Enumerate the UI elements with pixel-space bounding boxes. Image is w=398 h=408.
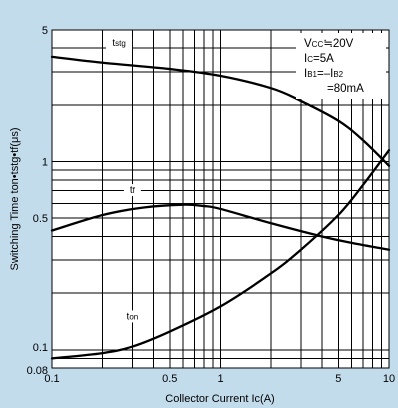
x-tick-label: 5 bbox=[335, 373, 341, 385]
series-label-tf: tf bbox=[130, 185, 136, 196]
y-tick-label: 5 bbox=[42, 25, 48, 37]
tick-labels: 0.1 0.5 1 5 100.080.10.515 bbox=[27, 25, 396, 385]
y-axis-label: Switching Time ton•tstg•tf(μs) bbox=[9, 127, 21, 270]
condition-ic: IC=5A bbox=[304, 53, 334, 65]
series-labels: tstg tf ton bbox=[106, 37, 144, 323]
x-tick-label: 1 bbox=[217, 373, 223, 385]
y-tick-label: 1 bbox=[42, 157, 48, 169]
series-label-bg-ton bbox=[121, 310, 144, 323]
series-label-tstg: tstg bbox=[112, 38, 125, 49]
x-tick-label: 0.5 bbox=[162, 373, 177, 385]
condition-ib: IB1=–IB2 bbox=[304, 68, 344, 80]
series-label-bg-tstg bbox=[106, 37, 133, 50]
conditions-background bbox=[296, 33, 386, 99]
series-curves bbox=[50, 55, 391, 360]
plot-frame bbox=[51, 29, 390, 369]
series-line-ton bbox=[50, 148, 391, 360]
x-tick-label: 10 bbox=[383, 373, 395, 385]
conditions-box: VCC≒20V IC=5A IB1=–IB2 =80mA bbox=[296, 33, 386, 99]
x-tick-label: 0.1 bbox=[44, 373, 59, 385]
condition-vcc: VCC≒20V bbox=[304, 38, 354, 50]
x-axis-label: Collector Current Ic(A) bbox=[165, 393, 274, 405]
y-tick-label: 0.5 bbox=[33, 213, 48, 225]
condition-current: =80mA bbox=[327, 83, 364, 95]
series-line-tstg bbox=[50, 55, 391, 167]
y-tick-label: 0.1 bbox=[33, 342, 48, 354]
series-label-ton: ton bbox=[127, 311, 139, 322]
y-tick-label: 0.08 bbox=[27, 365, 48, 377]
series-label-bg-tf bbox=[123, 184, 141, 197]
series-line-tf bbox=[50, 203, 391, 251]
